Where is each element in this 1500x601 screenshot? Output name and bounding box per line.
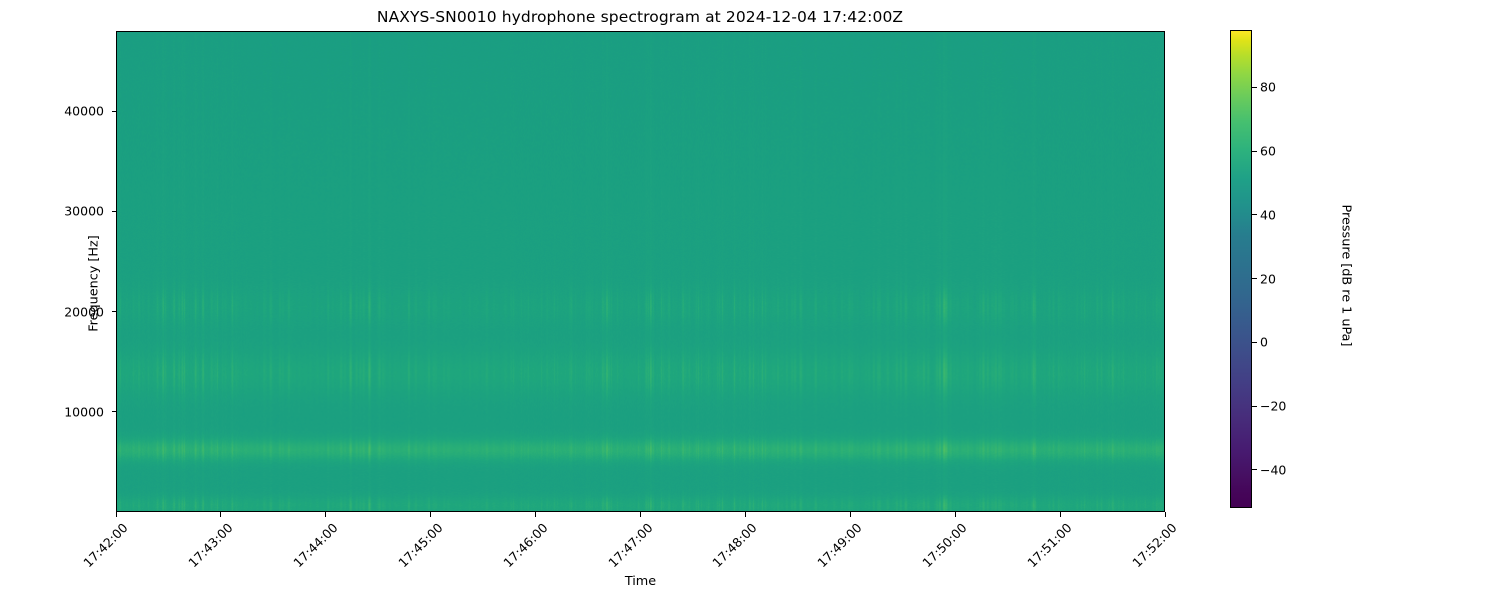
y-axis-tick (111, 210, 116, 212)
x-axis-tick (849, 512, 851, 517)
y-axis-tick (111, 110, 116, 112)
y-axis-tick-label: 40000 (64, 103, 104, 119)
x-axis-tick (640, 512, 642, 517)
colorbar[interactable] (1230, 30, 1252, 508)
colorbar-tick (1252, 405, 1257, 407)
colorbar-tick (1252, 214, 1257, 216)
x-axis-tick (744, 512, 746, 517)
colorbar-label: Pressure [dB re 1 uPa] (1338, 204, 1354, 347)
colorbar-tick-label: 0 (1260, 334, 1268, 350)
colorbar-tick-label: −20 (1260, 398, 1287, 414)
spectrogram-canvas (117, 32, 1164, 511)
x-axis-tick (1164, 512, 1166, 517)
colorbar-tick (1252, 150, 1257, 152)
colorbar-tick-label: 40 (1260, 207, 1276, 223)
y-axis-tick (111, 411, 116, 413)
spectrogram-axes[interactable] (116, 31, 1165, 512)
x-axis-tick (1059, 512, 1061, 517)
colorbar-tick-label: 80 (1260, 79, 1276, 95)
x-axis-tick (115, 512, 117, 517)
colorbar-tick (1252, 341, 1257, 343)
colorbar-tick-label: 60 (1260, 143, 1276, 159)
x-axis-label: Time (624, 574, 657, 589)
y-axis-tick-label: 10000 (64, 404, 104, 420)
colorbar-tick-label: 20 (1260, 271, 1276, 287)
spectrogram-image (117, 32, 1164, 511)
y-axis-tick (111, 311, 116, 313)
x-axis-tick (535, 512, 537, 517)
colorbar-tick-label: −40 (1260, 462, 1287, 478)
y-axis-label: Frequency [Hz] (86, 235, 102, 332)
y-axis-tick-label: 20000 (64, 304, 104, 320)
colorbar-tick (1252, 86, 1257, 88)
colorbar-tick (1252, 278, 1257, 280)
colorbar-tick (1252, 469, 1257, 471)
x-axis-tick (220, 512, 222, 517)
figure-title: NAXYS-SN0010 hydrophone spectrogram at 2… (376, 8, 904, 26)
y-axis-tick-label: 30000 (64, 203, 104, 219)
x-axis-tick (325, 512, 327, 517)
x-axis-tick (430, 512, 432, 517)
x-axis-tick (954, 512, 956, 517)
